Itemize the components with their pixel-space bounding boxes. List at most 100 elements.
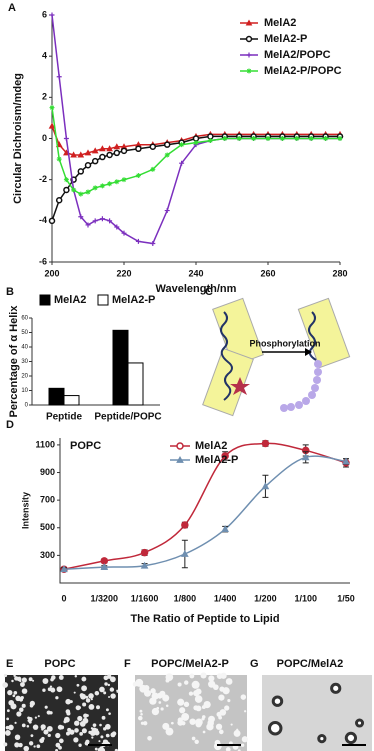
texture [82,717,89,724]
texture [7,689,13,696]
marker [56,156,62,162]
marker [92,185,98,191]
texture [16,711,22,717]
legend-marker [245,19,253,26]
texture [202,730,206,734]
texture [165,675,169,679]
texture [147,735,152,741]
texture [65,698,71,705]
texture [49,685,53,688]
x-tick-label: 1/50 [337,593,355,603]
x-tick-label: 1/1600 [131,593,159,603]
legend-label: MelA2 [54,294,86,306]
marker [140,548,149,557]
marker [163,141,171,148]
legend-label: MelA2-P/POPC [264,65,342,77]
texture [105,733,110,738]
texture [37,715,40,718]
texture [162,722,170,730]
texture [21,723,26,728]
marker [179,142,185,148]
texture [103,691,107,695]
texture [200,672,207,679]
marker [251,136,257,141]
y-tick-label: 6 [42,9,47,19]
y-tick-label: 300 [40,550,55,560]
marker [140,561,149,569]
marker [78,214,84,220]
diagram-c: C Phosphorylation [202,286,351,417]
series-line [63,455,347,570]
texture [88,703,95,710]
bar [63,395,80,406]
marker [222,136,228,141]
texture [177,717,183,723]
texture [244,710,247,713]
texture [215,723,223,730]
marker [63,177,69,183]
marker [99,145,106,152]
texture [114,748,118,751]
marker [106,151,113,159]
marker [261,439,270,448]
chart-title: POPC [70,440,101,452]
marker [342,457,350,465]
texture [181,712,190,721]
marker [164,152,170,158]
texture [19,707,24,713]
marker [164,208,170,214]
texture [143,685,150,691]
marker [179,160,185,166]
texture [177,682,182,687]
marker [135,238,141,244]
y-tick-label: 1100 [35,439,55,449]
texture [26,725,30,728]
texture [225,678,233,685]
marker [55,197,63,204]
texture [30,734,34,738]
texture [90,698,93,701]
marker [84,162,92,169]
caption: POPC/MelA2-P [151,658,229,670]
texture [47,733,51,738]
texture [6,717,10,721]
marker [77,168,85,175]
texture [63,716,70,723]
panel-label: F [124,658,131,670]
legend-marker [176,455,184,463]
marker [71,187,77,193]
marker [308,136,314,141]
caption: POPC [44,658,75,670]
texture [99,686,105,693]
texture [97,747,104,751]
texture [80,693,87,700]
texture [240,743,245,747]
texture [16,676,22,682]
texture [89,730,92,734]
marker [84,149,92,156]
texture [101,715,106,720]
marker [265,136,271,141]
texture [58,738,64,744]
texture [11,679,14,683]
texture [77,715,83,722]
series-line [63,442,347,570]
texture [218,729,224,735]
texture [165,678,170,683]
y-tick-label: 0 [25,403,29,409]
texture [55,732,61,739]
texture [83,713,88,718]
y-tick-label: 60 [21,316,28,322]
texture [29,703,34,708]
texture [111,731,117,736]
y-axis-label: Intensity [20,492,30,529]
texture [6,709,10,713]
x-tick-label: Peptide/POPC [94,412,161,423]
texture [105,723,111,730]
y-tick-label: 20 [21,374,28,380]
legend-label: MelA2-P [264,33,307,45]
texture [195,688,202,695]
texture [103,727,107,731]
texture [107,683,111,687]
texture [188,691,194,696]
